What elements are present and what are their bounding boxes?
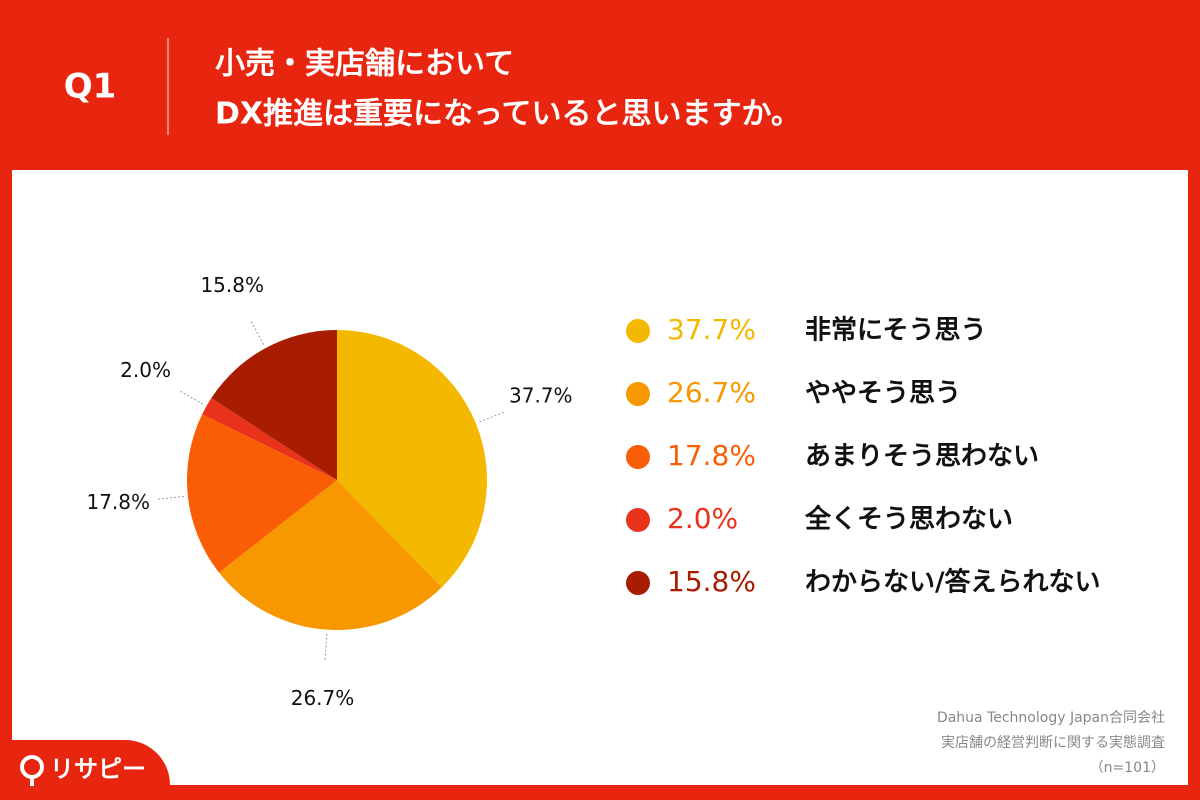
title-line: 小売・実店舗において (215, 47, 514, 82)
legend-label: あまりそう思わない (805, 442, 1039, 472)
source-line: 実店舗の経営判断に関する実態調査 (941, 735, 1165, 751)
data-label: 15.8% (200, 273, 264, 297)
leader-line (178, 389, 204, 405)
data-label: 26.7% (291, 686, 355, 710)
legend-marker (626, 445, 650, 469)
legend-marker (626, 319, 650, 343)
pie-slice (219, 480, 442, 631)
question-number: Q1 (64, 67, 117, 107)
logo-badge (0, 740, 170, 800)
legend-label: 全くそう思わない (804, 504, 1013, 535)
leader-line (479, 410, 506, 423)
leader-line (155, 495, 184, 500)
legend-label: ややそう思う (805, 379, 961, 409)
data-label: 37.7% (509, 384, 573, 408)
title-line: DX推進は重要になっていると思いますか。 (215, 97, 801, 132)
data-label: 2.0% (120, 358, 171, 382)
pie-slice (337, 330, 488, 588)
leader-line (249, 319, 265, 345)
pie: 37.7% 26.7% 17.8% 2.0% 15.8% (86, 273, 572, 710)
legend-value: 15.8% (667, 565, 756, 598)
legend-value: 26.7% (667, 376, 756, 409)
legend-value: 37.7% (667, 313, 756, 346)
legend-marker (626, 382, 650, 406)
pie-slice (202, 398, 337, 480)
leader-line (324, 633, 328, 662)
pie-slice (186, 414, 337, 573)
legend-label: わからない/答えられない (805, 567, 1101, 598)
legend-marker (626, 571, 650, 595)
legend-value: 17.8% (667, 439, 756, 472)
source-line: Dahua Technology Japan合同会社 (937, 710, 1165, 726)
legend: 37.7% 非常にそう思う 26.7% ややそう思う 17.8% あまりそう思わない 2.0… (626, 313, 1101, 598)
legend-marker (626, 508, 650, 532)
source-line: （n=101） (1090, 760, 1165, 776)
legend-label: 非常にそう思う (805, 316, 986, 346)
pie-slice (211, 330, 337, 480)
legend-value: 2.0% (667, 502, 738, 535)
data-label: 17.8% (86, 490, 150, 514)
logo-text: リサピー (50, 755, 146, 783)
